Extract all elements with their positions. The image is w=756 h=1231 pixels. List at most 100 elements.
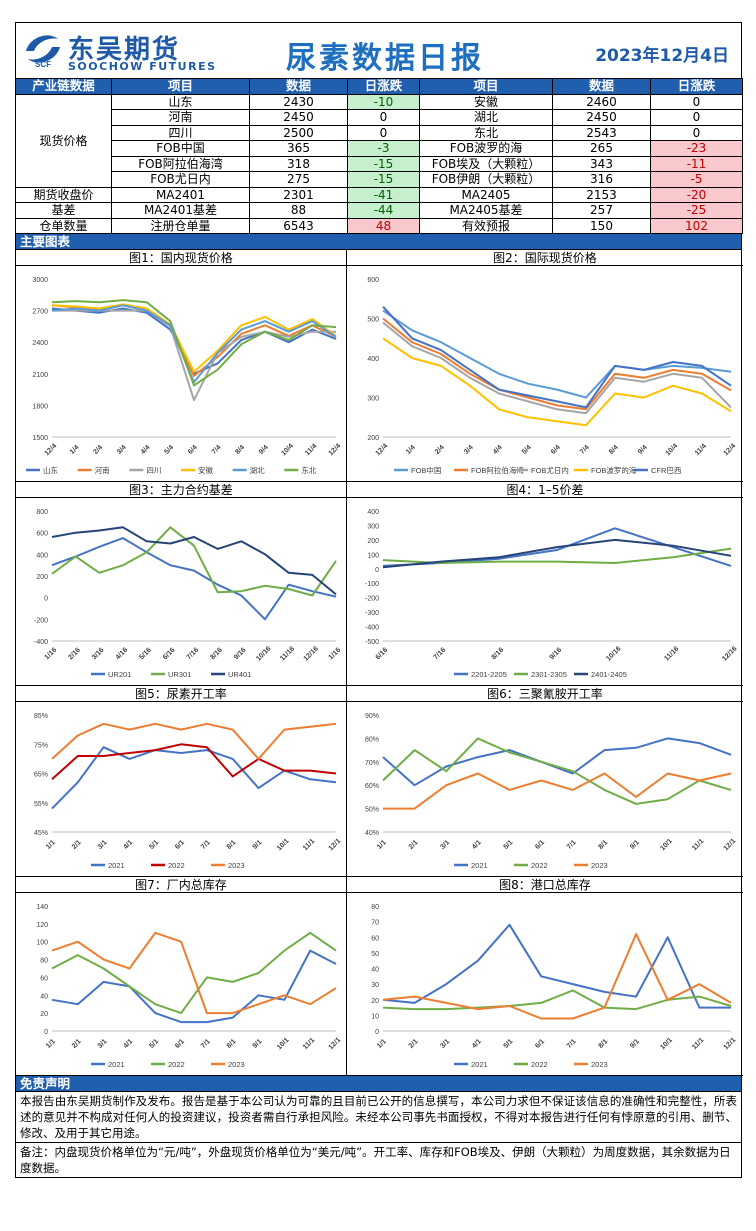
x-tick-label: 6/1 [174,1038,186,1050]
x-tick-label: 9/16 [549,647,564,662]
chart-4: 图4：1–5价差 400 300 200 100 0 -100 -200 -300 -400 -50… [347,482,743,686]
item-cell: 东北 [419,124,553,141]
series-line [382,306,732,409]
y-tick-label: 55% [34,801,48,808]
value-cell: 2500 [249,124,348,141]
x-tick-label: 4/4 [492,444,504,456]
x-tick-label: 10/4 [665,443,680,458]
x-tick-label: 10/16 [605,645,622,662]
brand-name-en: SOOCHOW FUTURES [68,60,217,73]
chart-6-title: 图6：三聚氰胺开工率 [347,686,743,702]
x-tick-label: 11/4 [304,443,318,457]
chart-7-title: 图7：厂内总库存 [16,877,346,893]
y-tick-label: 80 [40,958,48,965]
item-cell: FOB尤日内 [111,171,250,188]
chart-5-plot: 85% 75% 65% 55% 45% 1/1 2/1 3/1 4/1 5/1 6/1 7/1 8/1 9… [34,713,342,870]
x-tick-label: 6/4 [550,444,562,456]
legend-label: 2021 [108,1060,125,1069]
legend-label: 山东 [43,465,58,475]
y-tick-label: 300 [367,396,379,403]
x-tick-label: 3/4 [463,444,475,456]
legend-label: 2201-2205 [471,670,507,679]
y-tick-label: 0 [44,1029,48,1036]
table-header-row: 产业链数据 项目 数据 日涨跌 项目 数据 日涨跌 [15,78,743,95]
group-label-spot: 现货价格 [15,93,112,188]
legend-label: 2401-2405 [591,670,627,679]
x-tick-label: 8/4 [234,444,246,456]
item-cell: MA2405 [419,186,553,203]
series-line [51,743,337,781]
series-line [51,303,337,373]
y-tick-label: 2700 [32,309,48,316]
x-tick-label: 4/16 [115,647,130,662]
legend-label: FOB阿拉伯海湾 [471,465,524,475]
x-tick-label: 12/4 [328,443,343,458]
series-line [51,931,337,1015]
x-tick-label: 2/1 [71,1038,83,1050]
series-line [51,526,337,597]
change-cell: 0 [347,124,420,141]
chart-3: 图3：主力合约基差 800 600 400 200 0 -200 -400 1/16 2/16 3/… [16,482,347,686]
value-cell: 2450 [249,109,348,126]
x-tick-label: 2/16 [67,647,82,662]
legend-label: 东北 [301,465,316,475]
x-tick-label: 4/1 [122,839,134,851]
group-label-warehouse: 仓单数量 [15,217,112,234]
chart-2-title: 图2：国际现货价格 [347,250,743,266]
y-tick-label: 80% [365,736,379,743]
y-tick-label: 30 [371,982,379,989]
x-tick-label: 6/16 [162,647,177,662]
y-tick-label: 800 [36,509,48,516]
y-tick-label: 1800 [32,403,48,410]
y-tick-label: -200 [365,596,379,603]
y-tick-label: 40% [365,830,379,837]
legend-label: FOB波罗的海 [591,465,637,475]
y-tick-label: 60% [365,783,379,790]
x-tick-label: 8/4 [608,444,620,456]
item-cell: 湖北 [419,109,553,126]
y-tick-label: 60 [371,935,379,942]
x-tick-label: 8/16 [491,647,506,662]
header-change-2: 日涨跌 [650,78,743,95]
x-tick-label: 8/1 [226,1038,238,1050]
x-tick-label: 8/1 [226,839,238,851]
group-label-basis: 基差 [15,202,112,219]
x-tick-label: 6/1 [534,839,546,851]
series-line [51,746,337,810]
table-row: FOB阿拉伯海湾 318 -15 FOB埃及（大颗粒） 343 -11 [16,155,743,172]
x-tick-label: 1/1 [376,839,388,851]
value-cell: 150 [552,217,651,234]
y-tick-label: 20 [40,1011,48,1018]
series-line [382,309,732,399]
y-tick-label: 200 [367,538,379,545]
chart-7-plot: 140 120 100 80 60 40 20 0 1/1 2/1 3/1 4/1 5/1 6/1 7/1 8… [36,904,342,1069]
item-cell: MA2401基差 [111,202,250,219]
y-tick-label: 400 [367,509,379,516]
x-tick-label: 1/16 [328,647,343,662]
x-tick-label: 5/1 [503,839,515,851]
change-cell: -44 [347,202,420,219]
y-tick-label: 100 [36,940,48,947]
x-tick-label: 9/1 [629,1038,641,1050]
change-cell: 48 [347,217,420,234]
item-cell: 有效预报 [419,217,553,234]
x-tick-label: 7/4 [579,444,591,456]
change-cell: -3 [347,140,420,157]
value-cell: 6543 [249,217,348,234]
x-tick-label: 9/1 [252,839,264,851]
y-tick-label: 20 [371,998,379,1005]
x-tick-label: 5/1 [148,1038,160,1050]
table-row: 基差 MA2401基差 88 -44 MA2405基差 257 -25 [15,202,743,219]
x-tick-label: 11/1 [302,1037,316,1051]
value-cell: 2301 [249,186,348,203]
y-tick-label: -100 [365,581,379,588]
legend-label: 2022 [531,861,548,870]
x-tick-label: 7/16 [186,647,201,662]
legend-label: 2022 [531,1060,548,1069]
x-tick-label: 6/16 [375,647,390,662]
y-tick-label: 0 [44,596,48,603]
x-tick-label: 5/4 [521,444,533,456]
chart-5: 图5：尿素开工率 85% 75% 65% 55% 45% 1/1 2/1 3/1 4/1 5/1 6/… [16,686,347,877]
